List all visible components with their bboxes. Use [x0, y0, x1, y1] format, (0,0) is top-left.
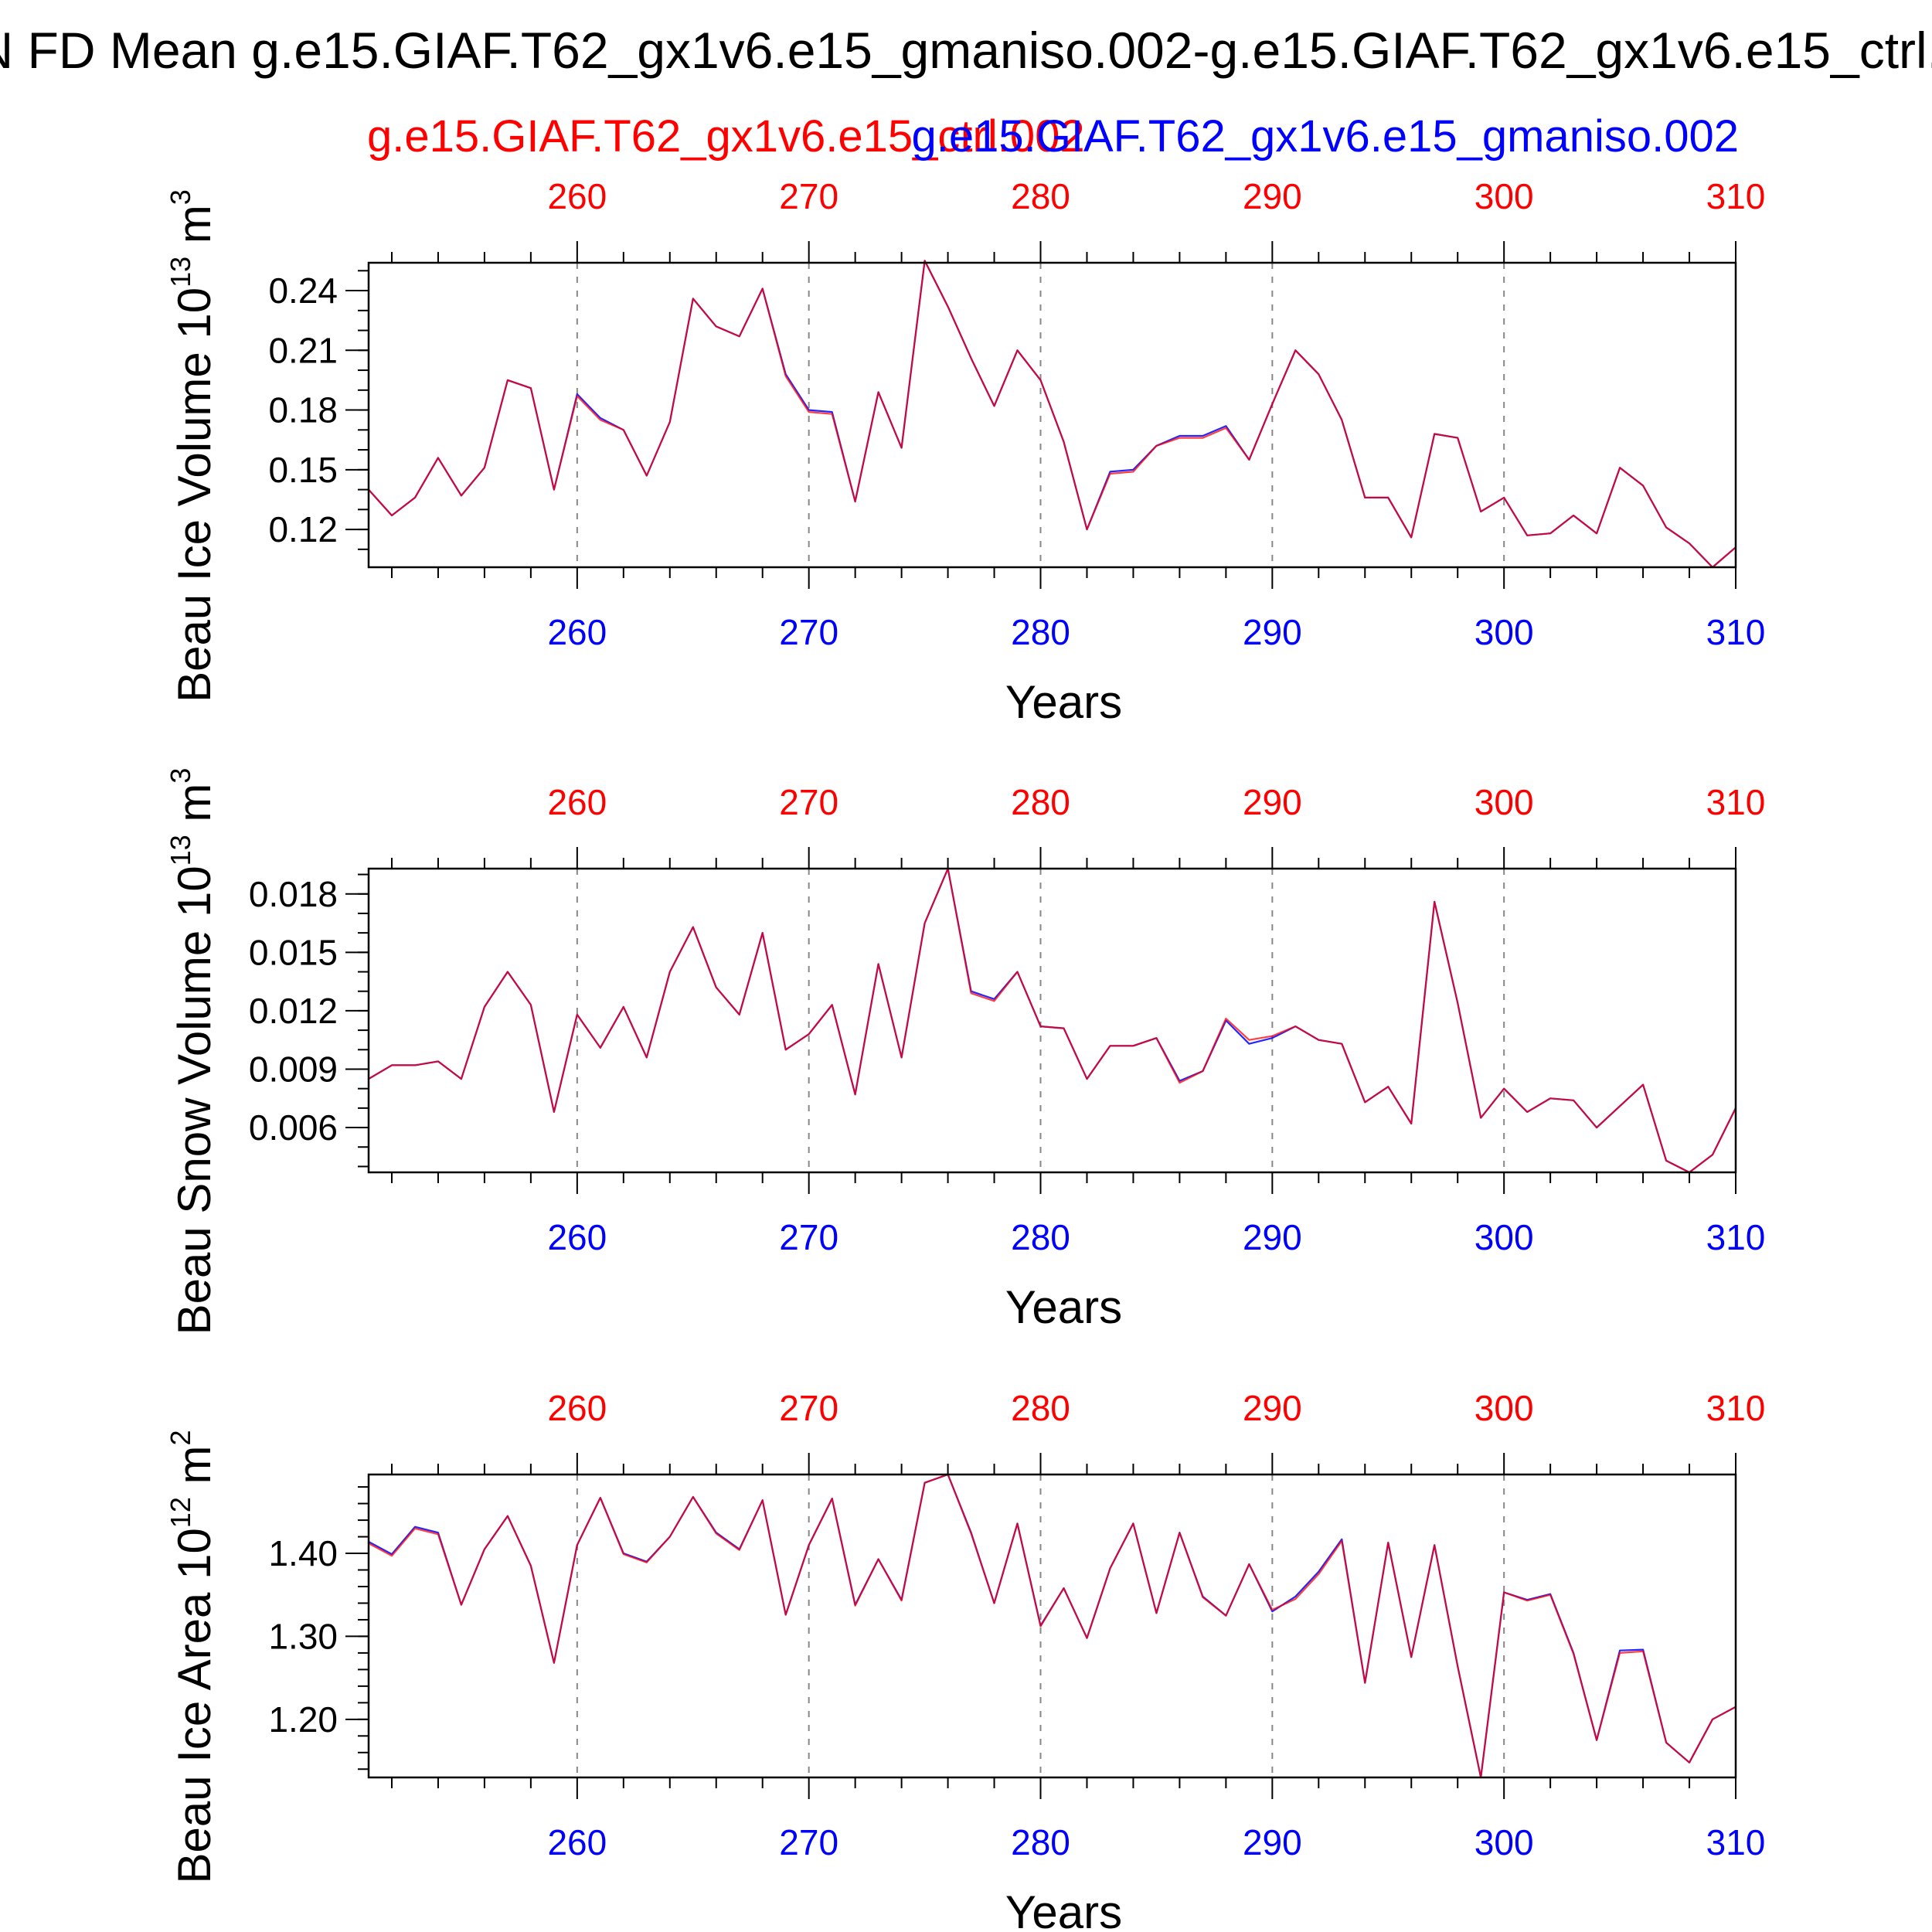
plot-frame: [367, 1473, 1737, 1779]
x-tick-label-top: 260: [547, 782, 607, 822]
y-tick-label: 0.009: [249, 1049, 338, 1089]
x-tick-label-top: 300: [1475, 782, 1534, 822]
chart-panel-3: 1.20 1.30 1.40 260 260 270 270 280 280 290 290 300 3…: [165, 1388, 1765, 1932]
y-axis-label: Beau Ice Area 1012 m2: [165, 1430, 220, 1883]
y-tick-label: 0.15: [268, 450, 338, 490]
y-tick-label: 0.015: [249, 932, 338, 972]
y-tick-label: 0.12: [268, 509, 338, 549]
x-tick-label-bottom: 310: [1706, 612, 1766, 652]
chart-panel-2: 0.006 0.009 0.012 0.015 0.018 260 260 270 270 280…: [165, 768, 1765, 1335]
x-tick-label-top: 270: [779, 1388, 838, 1428]
series-line-gmaniso: [368, 867, 1736, 1174]
legend-ctrl-label: g.e15.GIAF.T62_gx1v6.e15_ctrl.002: [367, 111, 1085, 162]
x-tick-label-bottom: 290: [1243, 1217, 1302, 1257]
x-tick-label-bottom: 310: [1706, 1217, 1766, 1257]
x-tick-label-top: 280: [1011, 782, 1070, 822]
series-line-ctrl: [368, 1473, 1736, 1779]
x-tick-label-top: 310: [1706, 176, 1766, 216]
x-tick-label-top: 290: [1243, 1388, 1302, 1428]
series-line-gmaniso: [368, 260, 1736, 569]
x-tick-label-bottom: 300: [1475, 1822, 1534, 1862]
legend-gmaniso-label: g.e15.GIAF.T62_gx1v6.e15_gmaniso.002: [911, 111, 1739, 162]
x-tick-label-bottom: 290: [1243, 1822, 1302, 1862]
series-line-gmaniso: [368, 1473, 1736, 1779]
figure-title: ANN FD Mean g.e15.GIAF.T62_gx1v6.e15_gma…: [0, 22, 1932, 79]
y-axis-label: Beau Snow Volume 1013 m3: [165, 768, 220, 1335]
y-tick-label: 0.18: [268, 390, 338, 430]
y-tick-label: 0.006: [249, 1107, 338, 1148]
x-tick-label-bottom: 280: [1011, 1217, 1070, 1257]
x-axis-label: Years: [1005, 1281, 1122, 1333]
x-axis-label: Years: [1005, 1886, 1122, 1932]
plot-frame: [367, 261, 1737, 569]
y-tick-label: 1.20: [268, 1699, 338, 1740]
x-tick-label-top: 280: [1011, 176, 1070, 216]
x-tick-label-top: 300: [1475, 176, 1534, 216]
plot-frame: [367, 867, 1737, 1174]
x-tick-label-bottom: 270: [779, 1217, 838, 1257]
x-tick-label-top: 260: [547, 1388, 607, 1428]
y-tick-label: 0.24: [268, 270, 338, 311]
y-axis-label: Beau Ice Volume 1013 m3: [165, 189, 220, 702]
series-line-ctrl: [368, 260, 1736, 569]
x-tick-label-bottom: 280: [1011, 612, 1070, 652]
x-tick-label-bottom: 270: [779, 1822, 838, 1862]
x-tick-label-bottom: 310: [1706, 1822, 1766, 1862]
x-tick-label-bottom: 260: [547, 1822, 607, 1862]
x-tick-label-top: 270: [779, 782, 838, 822]
x-tick-label-top: 290: [1243, 176, 1302, 216]
x-tick-label-top: 260: [547, 176, 607, 216]
x-tick-label-bottom: 300: [1475, 1217, 1534, 1257]
y-tick-label: 0.21: [268, 330, 338, 370]
y-tick-label: 0.012: [249, 991, 338, 1031]
x-tick-label-top: 290: [1243, 782, 1302, 822]
x-tick-label-top: 310: [1706, 1388, 1766, 1428]
x-tick-label-bottom: 270: [779, 612, 838, 652]
x-tick-label-bottom: 260: [547, 612, 607, 652]
series-line-ctrl: [368, 867, 1736, 1174]
x-tick-label-bottom: 260: [547, 1217, 607, 1257]
y-tick-label: 1.30: [268, 1616, 338, 1656]
y-tick-label: 0.018: [249, 874, 338, 914]
x-tick-label-top: 300: [1475, 1388, 1534, 1428]
x-tick-label-top: 310: [1706, 782, 1766, 822]
x-tick-label-bottom: 290: [1243, 612, 1302, 652]
x-tick-label-bottom: 300: [1475, 612, 1534, 652]
x-tick-label-top: 270: [779, 176, 838, 216]
x-axis-label: Years: [1005, 676, 1122, 728]
x-tick-label-bottom: 280: [1011, 1822, 1070, 1862]
x-tick-label-top: 280: [1011, 1388, 1070, 1428]
y-tick-label: 1.40: [268, 1533, 338, 1573]
chart-panels: 0.12 0.15 0.18 0.21 0.24 260 260 270 270 280 280 29…: [165, 176, 1765, 1932]
chart-panel-1: 0.12 0.15 0.18 0.21 0.24 260 260 270 270 280 280 29…: [165, 176, 1765, 728]
